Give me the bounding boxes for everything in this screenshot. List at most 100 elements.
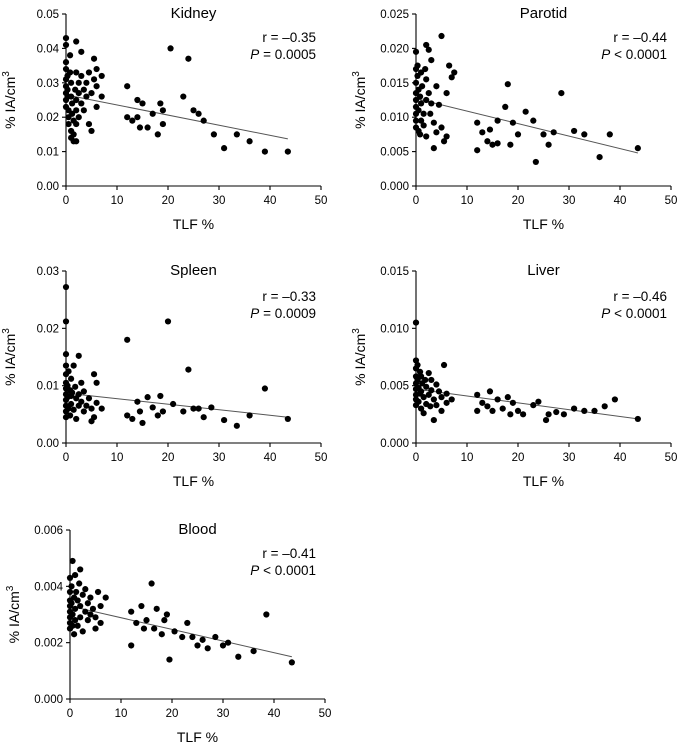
data-point <box>82 608 89 615</box>
stat-r: r = –0.46 <box>613 289 667 304</box>
data-point <box>427 110 434 117</box>
data-point <box>438 124 445 131</box>
data-point <box>591 407 598 414</box>
y-axis-label: % IA/cm3 <box>1 71 18 129</box>
data-point <box>451 69 458 76</box>
data-point <box>164 318 172 325</box>
data-point <box>70 362 77 369</box>
data-point <box>79 628 86 635</box>
data-point <box>77 566 84 573</box>
data-point <box>133 619 140 627</box>
data-point <box>422 376 429 384</box>
data-point <box>124 83 131 90</box>
data-point <box>87 611 94 618</box>
data-point <box>93 83 100 90</box>
data-point <box>151 625 158 632</box>
data-point <box>189 633 196 641</box>
data-point <box>425 391 432 398</box>
data-point <box>433 83 440 90</box>
stat-p: P = 0.0009 <box>250 306 316 321</box>
y-tick-label: 0.002 <box>34 638 63 650</box>
y-axis-label: % IA/cm3 <box>1 328 18 386</box>
data-point <box>76 580 83 587</box>
data-point <box>180 408 187 415</box>
data-point <box>430 396 437 403</box>
x-tick-label: 50 <box>665 195 678 207</box>
data-point <box>504 394 511 401</box>
data-point <box>136 408 144 415</box>
data-point <box>412 79 420 86</box>
y-tick-label: 0.025 <box>380 9 409 21</box>
data-point <box>158 631 165 638</box>
data-point <box>65 368 72 375</box>
y-axis-label-base: % IA/cm <box>6 591 22 643</box>
data-point <box>601 403 608 410</box>
data-point <box>84 600 91 607</box>
data-point <box>65 405 72 412</box>
data-point <box>422 65 429 73</box>
data-point <box>78 48 85 55</box>
panel-title: Kidney <box>171 5 217 22</box>
data-point <box>159 120 166 128</box>
y-axis-label-superscript: 3 <box>5 585 16 591</box>
data-point <box>185 55 192 62</box>
data-point <box>430 145 437 152</box>
data-point <box>489 407 496 414</box>
y-axis-label: % IA/cm3 <box>351 71 368 129</box>
data-point <box>128 642 135 649</box>
data-point <box>157 392 164 400</box>
data-point <box>423 133 430 140</box>
data-point <box>263 611 270 618</box>
data-point <box>157 100 164 107</box>
x-tick-label: 20 <box>166 708 179 720</box>
data-point <box>68 400 75 408</box>
panel-blood: 0.000 0.002 0.004 0.006 0 10 20 30 40 50 Blood TLF … <box>5 521 331 745</box>
data-point <box>66 69 74 76</box>
data-point <box>78 379 85 386</box>
stat-p: P < 0.0001 <box>601 306 667 321</box>
data-point <box>149 110 156 117</box>
data-point <box>74 597 81 604</box>
data-point <box>420 394 427 401</box>
data-point <box>425 90 432 97</box>
x-tick-label: 0 <box>67 708 73 720</box>
data-point <box>416 131 424 138</box>
data-point <box>88 127 95 135</box>
data-point <box>419 83 426 90</box>
x-tick-label: 20 <box>162 195 175 207</box>
data-point <box>85 69 93 76</box>
data-point <box>80 107 87 114</box>
y-axis-label-superscript: 3 <box>351 328 362 334</box>
data-point <box>530 402 537 409</box>
y-tick-label: 0.005 <box>380 147 409 159</box>
data-point <box>69 110 76 117</box>
data-point <box>78 100 85 107</box>
stat-p-value: = 0.0009 <box>259 306 316 321</box>
data-point <box>124 114 131 121</box>
data-point <box>62 283 70 291</box>
data-point <box>212 633 219 641</box>
data-point <box>443 390 450 397</box>
data-point <box>134 114 141 121</box>
x-tick-label: 0 <box>63 452 69 464</box>
y-tick-label: 0.000 <box>380 181 409 193</box>
data-point <box>225 639 232 646</box>
data-point <box>62 362 70 369</box>
data-point <box>420 110 427 117</box>
data-point <box>430 119 437 126</box>
data-point <box>261 385 268 392</box>
data-point <box>412 96 420 104</box>
stat-r: r = –0.41 <box>262 546 316 561</box>
y-tick-label: 0.000 <box>380 438 409 450</box>
data-point <box>83 93 90 100</box>
y-axis-label-superscript: 3 <box>1 71 12 77</box>
x-tick-label: 20 <box>512 195 525 207</box>
y-tick-label: 0.00 <box>37 181 59 193</box>
data-point <box>412 48 420 55</box>
stat-r: r = –0.33 <box>262 289 316 304</box>
data-point <box>80 408 87 415</box>
data-point <box>144 394 151 401</box>
data-point <box>418 117 425 124</box>
data-point <box>412 117 420 124</box>
data-point <box>72 605 79 612</box>
